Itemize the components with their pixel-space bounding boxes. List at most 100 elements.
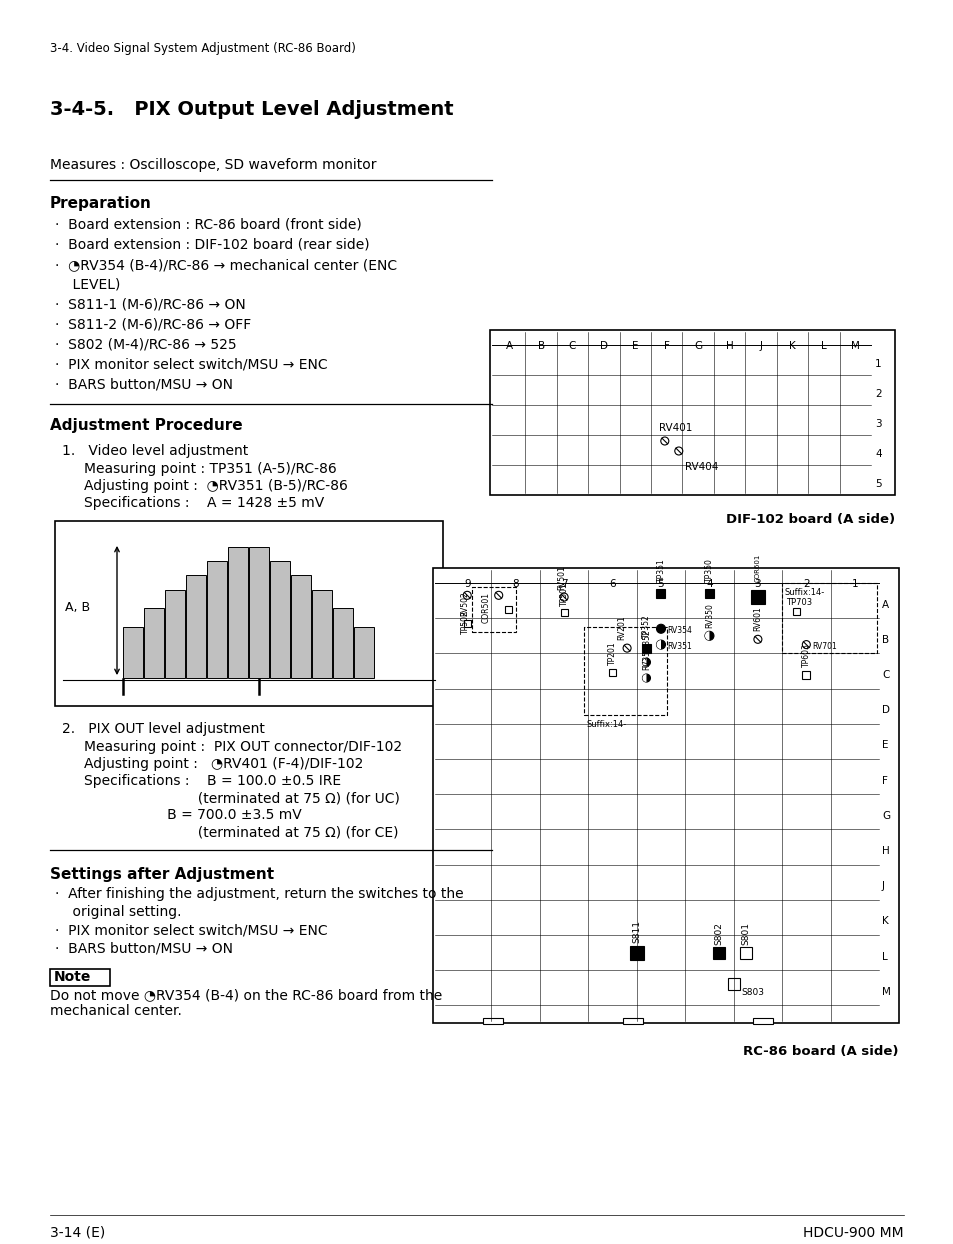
Text: RV352: RV352 <box>641 629 650 654</box>
Text: 8: 8 <box>512 578 518 588</box>
Text: TP201: TP201 <box>607 641 617 664</box>
Bar <box>801 671 809 678</box>
Circle shape <box>495 591 502 600</box>
Text: Adjusting point :  ◔RV351 (B-5)/RC-86: Adjusting point : ◔RV351 (B-5)/RC-86 <box>84 479 348 493</box>
Text: 4: 4 <box>874 449 881 459</box>
Text: 3: 3 <box>754 578 760 588</box>
Text: Specifications :    A = 1428 ±5 mV: Specifications : A = 1428 ±5 mV <box>84 496 324 510</box>
Text: K: K <box>788 341 795 351</box>
Text: C: C <box>568 341 576 351</box>
Bar <box>186 576 206 678</box>
Text: RV354: RV354 <box>666 626 691 636</box>
Text: RV350: RV350 <box>704 603 713 628</box>
Text: 3: 3 <box>874 419 881 429</box>
Bar <box>333 608 353 678</box>
Bar <box>207 561 227 678</box>
Text: 6: 6 <box>609 578 616 588</box>
Text: TP351: TP351 <box>656 557 665 581</box>
Bar <box>291 576 311 678</box>
Text: L: L <box>821 341 826 351</box>
Text: ·  BARS button/MSU → ON: · BARS button/MSU → ON <box>55 378 233 392</box>
Wedge shape <box>656 641 660 649</box>
Text: H: H <box>725 341 733 351</box>
Bar <box>123 627 143 678</box>
Text: 1.   Video level adjustment: 1. Video level adjustment <box>62 444 248 458</box>
Bar <box>704 590 713 598</box>
Circle shape <box>656 624 665 633</box>
Bar <box>713 947 724 959</box>
Text: RV353: RV353 <box>641 646 650 671</box>
Text: ·  ◔RV354 (B-4)/RC-86 → mechanical center (ENC: · ◔RV354 (B-4)/RC-86 → mechanical center… <box>55 258 396 272</box>
Text: Adjusting point :   ◔RV401 (F-4)/DIF-102: Adjusting point : ◔RV401 (F-4)/DIF-102 <box>84 758 363 771</box>
Text: 1: 1 <box>851 578 857 588</box>
Text: RV502: RV502 <box>460 592 469 617</box>
Bar <box>792 607 799 615</box>
Text: A, B: A, B <box>65 601 90 615</box>
Text: HDCU-900 MM: HDCU-900 MM <box>802 1227 903 1240</box>
Text: RV501: RV501 <box>557 565 566 590</box>
Text: TP352: TP352 <box>641 615 650 638</box>
Text: ·  PIX monitor select switch/MSU → ENC: · PIX monitor select switch/MSU → ENC <box>55 358 327 372</box>
Text: DIF-102 board (A side): DIF-102 board (A side) <box>725 513 894 526</box>
Text: S803: S803 <box>740 988 764 998</box>
Text: 9: 9 <box>463 578 470 588</box>
Text: Measuring point : TP351 (A-5)/RC-86: Measuring point : TP351 (A-5)/RC-86 <box>84 462 336 476</box>
Text: Suffix:14-: Suffix:14- <box>586 720 626 729</box>
Bar <box>727 978 739 990</box>
Text: B: B <box>882 634 888 644</box>
Bar <box>50 969 110 986</box>
Text: ·  PIX monitor select switch/MSU → ENC: · PIX monitor select switch/MSU → ENC <box>55 923 327 937</box>
Text: E: E <box>632 341 638 351</box>
Bar <box>629 945 643 959</box>
Text: Adjustment Procedure: Adjustment Procedure <box>50 418 242 433</box>
Text: H: H <box>882 846 889 856</box>
Text: original setting.: original setting. <box>55 904 181 919</box>
Circle shape <box>656 641 665 649</box>
Text: COR601: COR601 <box>754 554 760 582</box>
Text: L: L <box>882 952 887 962</box>
Text: B = 700.0 ±3.5 mV: B = 700.0 ±3.5 mV <box>84 809 301 822</box>
Text: Do not move ◔RV354 (B-4) on the RC-86 board from the: Do not move ◔RV354 (B-4) on the RC-86 bo… <box>50 988 442 1001</box>
Text: (terminated at 75 Ω) (for CE): (terminated at 75 Ω) (for CE) <box>84 825 398 838</box>
Bar <box>584 627 666 715</box>
Text: ·  S802 (M-4)/RC-86 → 525: · S802 (M-4)/RC-86 → 525 <box>55 338 236 352</box>
Bar <box>656 590 665 598</box>
Text: J: J <box>882 881 884 891</box>
Bar <box>781 583 876 653</box>
Circle shape <box>753 636 761 643</box>
Text: TP502: TP502 <box>460 610 469 633</box>
Bar <box>312 590 332 678</box>
Circle shape <box>674 447 682 455</box>
Bar <box>472 586 516 632</box>
Text: LEVEL): LEVEL) <box>55 277 120 292</box>
Text: RV404: RV404 <box>684 462 717 471</box>
Text: S802: S802 <box>714 922 723 944</box>
Circle shape <box>801 641 809 648</box>
Text: Specifications :    B = 100.0 ±0.5 IRE: Specifications : B = 100.0 ±0.5 IRE <box>84 774 341 787</box>
Bar <box>739 947 751 959</box>
Bar <box>490 330 894 495</box>
Bar <box>433 569 898 1023</box>
Text: ·  S811-2 (M-6)/RC-86 → OFF: · S811-2 (M-6)/RC-86 → OFF <box>55 318 251 332</box>
Bar <box>641 643 650 653</box>
Text: 3-4-5.   PIX Output Level Adjustment: 3-4-5. PIX Output Level Adjustment <box>50 100 453 119</box>
Text: Suffix:14-: Suffix:14- <box>783 588 823 597</box>
Bar <box>622 1018 642 1024</box>
Text: 1: 1 <box>874 360 881 369</box>
Text: RV401: RV401 <box>659 423 692 433</box>
Text: ·  After finishing the adjustment, return the switches to the: · After finishing the adjustment, return… <box>55 887 463 901</box>
Text: D: D <box>599 341 607 351</box>
Bar <box>270 561 290 678</box>
Circle shape <box>622 644 631 652</box>
Text: mechanical center.: mechanical center. <box>50 1004 182 1018</box>
Circle shape <box>463 591 471 600</box>
Bar <box>504 606 512 613</box>
Text: Preparation: Preparation <box>50 197 152 211</box>
Text: TP501: TP501 <box>559 582 568 606</box>
Bar <box>144 608 164 678</box>
Text: 2.   PIX OUT level adjustment: 2. PIX OUT level adjustment <box>62 722 265 736</box>
Text: J: J <box>759 341 761 351</box>
Text: S801: S801 <box>740 922 749 944</box>
Circle shape <box>660 437 668 445</box>
Circle shape <box>559 593 568 601</box>
